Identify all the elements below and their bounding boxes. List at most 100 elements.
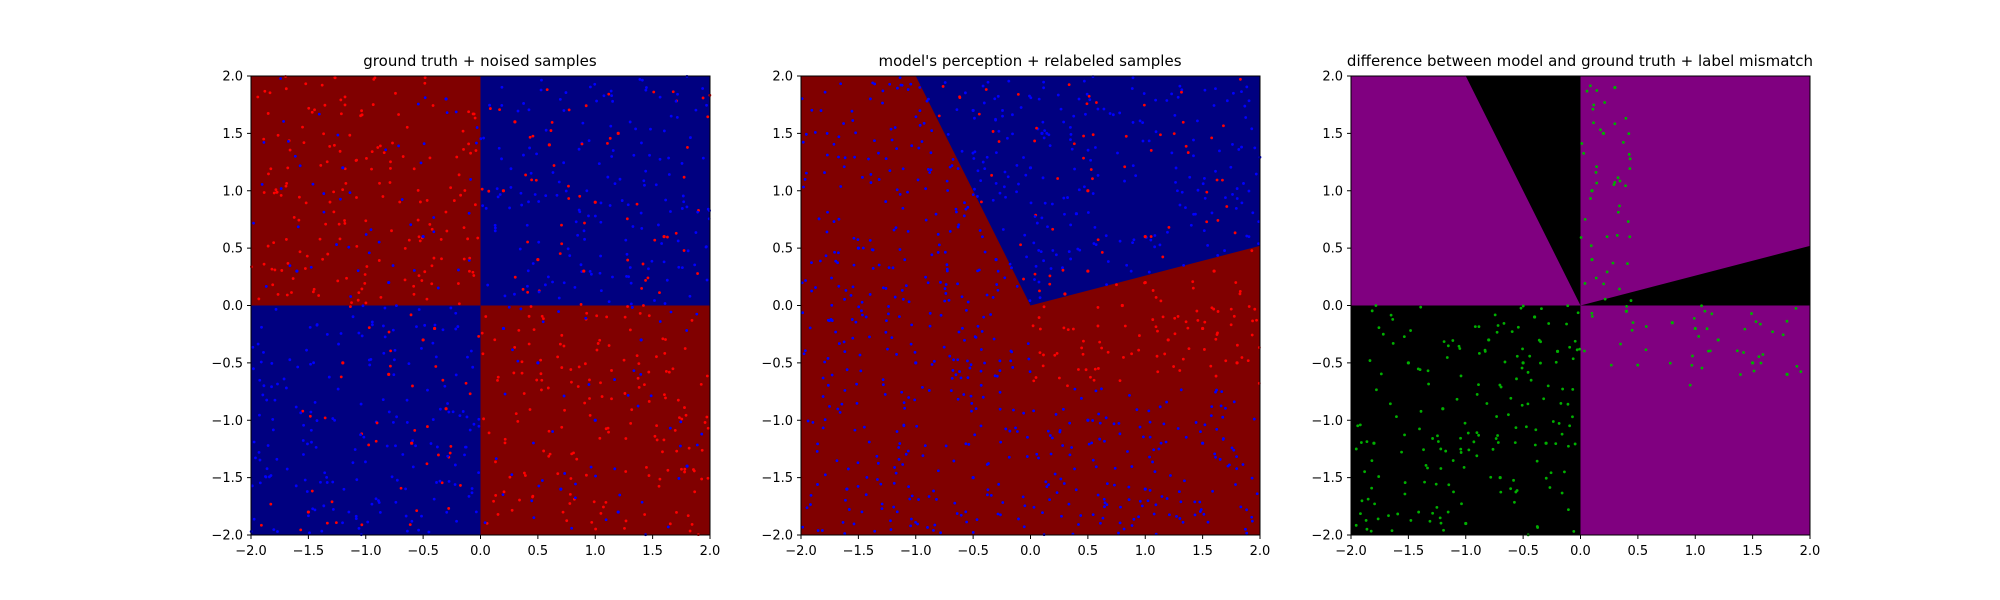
- sample-point: [561, 510, 565, 514]
- sample-point: [993, 374, 997, 378]
- mismatch-point: [1491, 447, 1495, 451]
- sample-point: [602, 505, 605, 509]
- sample-point: [973, 187, 976, 191]
- sample-point: [1006, 136, 1009, 140]
- sample-point: [1210, 405, 1214, 408]
- sample-point: [252, 517, 256, 521]
- sample-point: [811, 420, 815, 424]
- sample-point: [624, 519, 628, 523]
- sample-point: [298, 164, 302, 168]
- sample-point: [828, 404, 831, 408]
- sample-point: [1129, 269, 1133, 273]
- sample-point: [564, 189, 568, 193]
- sample-point: [664, 198, 668, 202]
- data-point: [616, 131, 620, 135]
- sample-point: [961, 326, 964, 330]
- mismatch-point: [1460, 502, 1463, 506]
- sample-point: [917, 498, 920, 501]
- sample-point: [262, 191, 266, 194]
- sample-point: [254, 456, 257, 460]
- sample-point: [915, 424, 919, 428]
- sample-point: [705, 374, 709, 378]
- data-point: [1166, 338, 1170, 342]
- mismatch-point: [1503, 360, 1507, 364]
- mismatch-point: [1354, 523, 1358, 527]
- data-point: [1120, 303, 1124, 308]
- sample-point: [663, 302, 667, 305]
- mismatch-point: [1781, 333, 1785, 337]
- x-tick-label: −2.0: [1335, 544, 1367, 559]
- sample-point: [1215, 178, 1219, 182]
- sample-point: [547, 454, 551, 458]
- sample-point: [469, 151, 472, 155]
- sample-point: [606, 426, 610, 430]
- sample-point: [950, 376, 954, 380]
- sample-point: [285, 293, 289, 297]
- sample-point: [618, 177, 622, 181]
- sample-point: [592, 500, 596, 504]
- sample-point: [622, 358, 626, 362]
- sample-point: [1184, 435, 1188, 439]
- sample-point: [417, 308, 421, 311]
- sample-point: [1134, 174, 1138, 178]
- sample-point: [454, 373, 458, 377]
- sample-point: [624, 470, 628, 473]
- mismatch-point: [1795, 364, 1799, 368]
- sample-point: [417, 274, 421, 278]
- data-point: [1063, 292, 1067, 296]
- sample-point: [1054, 412, 1058, 416]
- sample-point: [1029, 201, 1033, 205]
- sample-point: [662, 438, 666, 442]
- mismatch-point: [1752, 369, 1756, 373]
- sample-point: [840, 402, 844, 406]
- mismatch-point: [1477, 351, 1481, 355]
- sample-point: [1033, 272, 1037, 276]
- sample-point: [1116, 151, 1119, 155]
- sample-point: [1070, 147, 1074, 151]
- sample-point: [986, 488, 990, 492]
- sample-point: [948, 354, 952, 358]
- sample-point: [655, 438, 659, 442]
- sample-point: [1098, 340, 1102, 344]
- sample-point: [557, 180, 561, 184]
- sample-point: [1040, 216, 1044, 220]
- sample-point: [271, 428, 275, 432]
- sample-point: [974, 407, 978, 411]
- sample-point: [397, 113, 400, 116]
- sample-point: [498, 108, 501, 111]
- sample-point: [885, 319, 888, 322]
- sample-point: [567, 197, 571, 200]
- mismatch-point: [1403, 481, 1407, 484]
- sample-point: [1154, 130, 1158, 134]
- sample-point: [271, 283, 275, 287]
- sample-point: [1222, 124, 1225, 128]
- mismatch-point: [1626, 220, 1630, 223]
- sample-point: [313, 508, 317, 512]
- sample-point: [972, 157, 976, 160]
- sample-point: [579, 263, 583, 267]
- sample-point: [293, 154, 297, 158]
- sample-point: [252, 440, 256, 444]
- sample-point: [259, 360, 263, 364]
- sample-point: [903, 258, 907, 262]
- sample-point: [1203, 348, 1206, 351]
- sample-point: [832, 220, 836, 223]
- mismatch-point: [1594, 276, 1598, 280]
- mismatch-point: [1576, 311, 1580, 315]
- sample-point: [325, 475, 329, 479]
- sample-point: [422, 142, 426, 146]
- sample-point: [1161, 255, 1165, 259]
- sample-point: [1220, 390, 1224, 394]
- sample-point: [987, 462, 990, 465]
- sample-point: [558, 342, 562, 346]
- sample-point: [904, 284, 908, 288]
- sample-point: [404, 487, 407, 491]
- sample-point: [512, 371, 516, 375]
- sample-point: [1140, 504, 1144, 508]
- sample-point: [261, 393, 265, 397]
- sample-point: [823, 418, 827, 422]
- sample-point: [1103, 439, 1106, 443]
- sample-point: [644, 169, 648, 173]
- sample-point: [982, 101, 986, 105]
- sample-point: [294, 405, 298, 409]
